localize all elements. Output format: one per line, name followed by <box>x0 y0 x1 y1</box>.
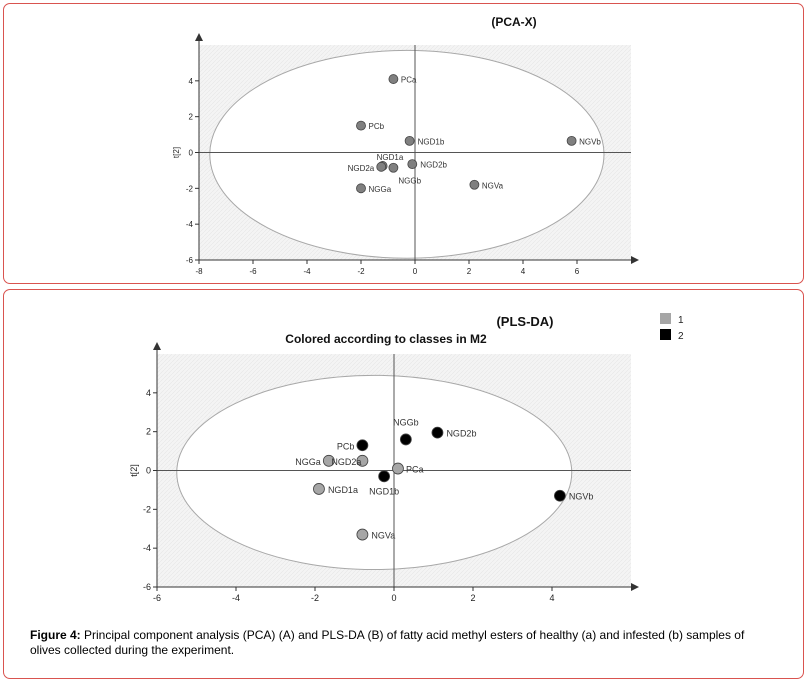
point-label: NGGa <box>295 457 321 467</box>
y-tick-label: 4 <box>189 77 194 86</box>
point-label: NGD1a <box>328 485 358 495</box>
data-point <box>313 483 325 495</box>
data-point <box>399 433 412 446</box>
x-tick-label: -6 <box>153 593 161 603</box>
point-label: NGD1a <box>377 153 404 162</box>
point-label: NGGb <box>393 417 419 427</box>
point-label: NGVa <box>482 181 504 190</box>
y-tick-label: -6 <box>143 582 151 592</box>
y-tick-label: 4 <box>146 388 151 398</box>
data-point <box>356 439 369 452</box>
plsda-chart: -6 -4 -2 0 2 4 -6 -4 -2 0 2 4 t[2] (PLS-DA) Colored ac… <box>129 313 684 603</box>
point-label: NGD2b <box>420 161 447 170</box>
legend-swatch <box>660 329 671 340</box>
x-tick-label: 0 <box>413 267 418 276</box>
point-label: NGVb <box>569 492 594 502</box>
y-tick-label: -4 <box>186 220 194 229</box>
y-tick-label: 0 <box>146 466 151 476</box>
x-tick-label: -2 <box>311 593 319 603</box>
y-tick-label: 2 <box>146 427 151 437</box>
data-point <box>566 135 577 146</box>
x-tick-label: -4 <box>303 267 311 276</box>
y-tick-label: -2 <box>143 504 151 514</box>
data-point <box>392 462 404 475</box>
y-tick-label: -4 <box>143 543 151 553</box>
hotelling-ellipse <box>209 49 605 259</box>
point-label: NGD1b <box>369 486 399 496</box>
x-tick-label: 2 <box>470 593 475 603</box>
y-tick-label: 2 <box>189 113 194 122</box>
point-label: NGVb <box>579 137 601 146</box>
hotelling-ellipse <box>176 374 573 571</box>
y-tick-label: -2 <box>186 184 194 193</box>
y-axis-arrow <box>195 33 203 41</box>
x-tick-label: 4 <box>549 593 554 603</box>
caption-text: Principal component analysis (PCA) (A) a… <box>30 628 745 657</box>
x-axis-arrow <box>631 583 639 591</box>
x-tick-label: -4 <box>232 593 240 603</box>
chart-title: (PLS-DA) <box>496 314 553 329</box>
x-tick-label: 0 <box>391 593 396 603</box>
panel-plsda: -6 -4 -2 0 2 4 -6 -4 -2 0 2 4 t[2] (PLS-DA) Colored ac… <box>3 289 804 679</box>
caption-label: Figure 4: <box>30 628 81 642</box>
y-tick-label: -6 <box>186 256 194 265</box>
point-label: PCa <box>401 76 417 85</box>
y-tick-label: 0 <box>189 149 194 158</box>
data-point <box>356 454 369 467</box>
data-point <box>388 162 399 173</box>
panel-pca: -8 -6 -4 -2 0 2 4 6 -6 -4 -2 0 2 4 t[2] (PCA-X) PCa PCb NG… <box>3 3 804 284</box>
point-label: NGD2a <box>348 164 375 173</box>
chart-title: (PCA-X) <box>491 15 536 29</box>
y-axis-arrow <box>153 342 161 350</box>
x-tick-label: 2 <box>467 267 472 276</box>
point-label: NGVa <box>371 531 395 541</box>
x-tick-label: -2 <box>357 267 365 276</box>
data-point <box>322 454 335 467</box>
x-tick-label: -8 <box>195 267 203 276</box>
y-axis-label: t[2] <box>172 147 181 158</box>
point-label: PCa <box>406 465 424 475</box>
figure-caption: Figure 4: Principal component analysis (… <box>30 628 770 658</box>
data-point <box>356 183 366 194</box>
legend-swatch <box>660 313 671 324</box>
data-point <box>356 528 369 541</box>
x-tick-label: 4 <box>521 267 526 276</box>
data-point <box>431 426 444 439</box>
data-point <box>469 179 480 190</box>
point-label: NGGb <box>398 177 421 186</box>
data-point <box>356 120 366 131</box>
y-axis-label: t[2] <box>129 464 139 477</box>
data-point <box>376 161 387 172</box>
point-label: NGD1b <box>418 137 445 146</box>
point-label: NGD2a <box>331 457 361 467</box>
data-point <box>407 159 418 170</box>
data-point <box>388 74 399 84</box>
data-point <box>554 489 566 502</box>
point-label: PCb <box>337 441 355 451</box>
point-label: PCb <box>369 122 385 131</box>
legend-label: 2 <box>678 331 684 342</box>
pca-chart: -8 -6 -4 -2 0 2 4 6-6-4-2024t[2](PCA-X)PCaPCbNG… <box>172 15 639 276</box>
x-axis-arrow <box>631 256 639 264</box>
data-point <box>378 470 391 483</box>
point-label: NGD2b <box>446 429 476 439</box>
x-tick-label: -6 <box>249 267 257 276</box>
x-tick-label: 6 <box>575 267 580 276</box>
data-point <box>404 135 415 146</box>
legend-label: 1 <box>678 315 684 326</box>
point-label: NGGa <box>369 185 392 194</box>
chart-subtitle: Colored according to classes in M2 <box>285 332 487 346</box>
